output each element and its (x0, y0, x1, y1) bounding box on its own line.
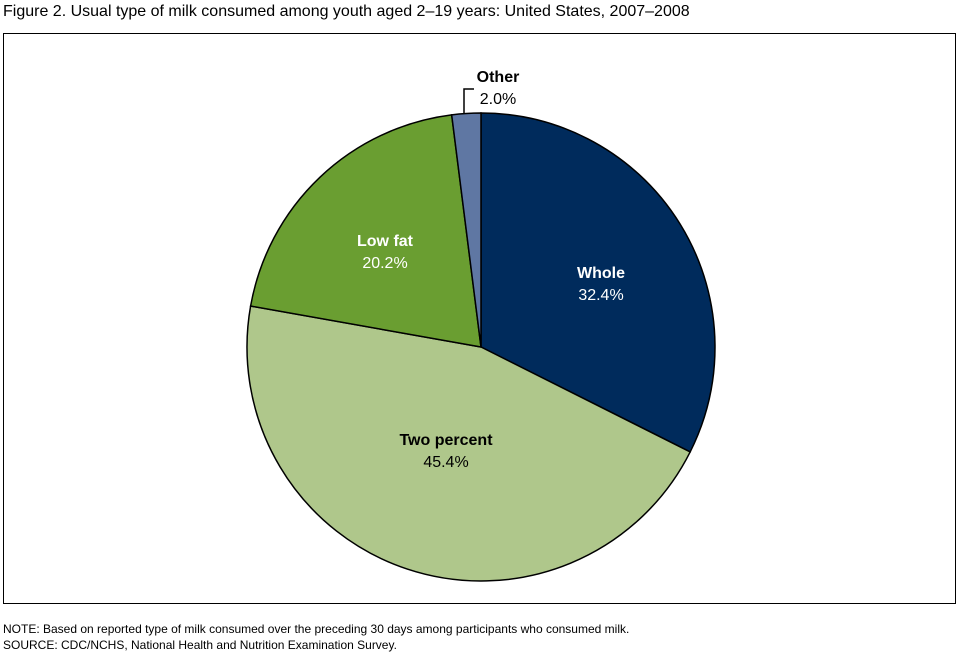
pie-slice-other (450, 112, 482, 348)
chart-source: SOURCE: CDC/NCHS, National Health and Nu… (3, 638, 397, 652)
slice-label: Other (477, 69, 520, 86)
slice-value-label: 45.4% (423, 454, 468, 471)
pie-slice-two-percent (246, 305, 692, 582)
pie-slice-low-fat (249, 114, 482, 348)
slice-value-label: 2.0% (480, 91, 516, 108)
pie-slice-whole (480, 112, 716, 453)
leader-line-other (463, 88, 474, 114)
slice-label: Two percent (399, 432, 493, 449)
slice-label: Whole (577, 265, 625, 282)
slice-label: Low fat (357, 233, 414, 250)
chart-note: NOTE: Based on reported type of milk con… (3, 622, 630, 636)
chart-frame (3, 33, 956, 604)
slice-value-label: 20.2% (362, 255, 407, 272)
slice-value-label: 32.4% (578, 287, 623, 304)
chart-title: Figure 2. Usual type of milk consumed am… (3, 3, 690, 20)
